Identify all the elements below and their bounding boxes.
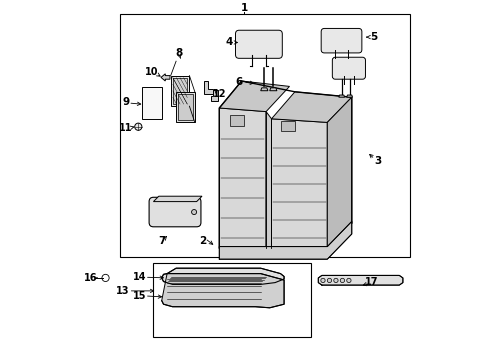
Circle shape [333,278,337,283]
Circle shape [134,123,142,130]
Polygon shape [269,88,276,91]
Bar [280,121,294,131]
Polygon shape [346,95,352,97]
Polygon shape [162,274,284,308]
Polygon shape [338,95,344,97]
Text: 15: 15 [133,291,146,301]
Polygon shape [219,108,265,248]
FancyBboxPatch shape [332,57,365,79]
Bar [120,14,409,257]
Text: 10: 10 [144,67,158,77]
Polygon shape [260,88,267,91]
Text: 5: 5 [369,32,376,42]
Polygon shape [265,112,271,248]
Bar [230,115,244,126]
Bar [178,94,192,120]
Polygon shape [271,92,351,122]
Polygon shape [204,81,213,94]
Text: 7: 7 [159,236,166,246]
Circle shape [340,278,344,283]
FancyBboxPatch shape [321,28,361,53]
FancyBboxPatch shape [149,197,201,227]
Circle shape [326,278,331,283]
Text: 13: 13 [116,286,129,296]
Text: 8: 8 [175,48,182,58]
Circle shape [191,210,196,215]
Polygon shape [271,119,326,248]
Text: 6: 6 [235,77,242,87]
Text: 11: 11 [119,123,132,133]
Polygon shape [210,90,218,101]
Text: 2: 2 [199,236,206,246]
Polygon shape [162,268,284,284]
Circle shape [346,278,350,283]
Text: 14: 14 [133,272,146,282]
Text: 12: 12 [212,89,225,99]
Polygon shape [219,221,351,259]
Text: 4: 4 [225,37,232,48]
Polygon shape [161,74,170,81]
Circle shape [320,278,325,283]
Polygon shape [219,81,289,112]
Polygon shape [318,275,402,285]
Polygon shape [150,95,158,110]
Text: 16: 16 [83,273,97,283]
Text: 1: 1 [241,3,247,13]
Text: 9: 9 [122,96,129,107]
Bar [142,87,162,119]
Polygon shape [153,196,202,202]
FancyBboxPatch shape [235,30,282,58]
Bar [172,78,187,104]
Bar [170,76,189,106]
Text: 17: 17 [364,276,378,287]
Polygon shape [326,97,351,248]
Bar [176,92,194,122]
Text: 3: 3 [373,156,381,166]
Bar [152,263,310,337]
